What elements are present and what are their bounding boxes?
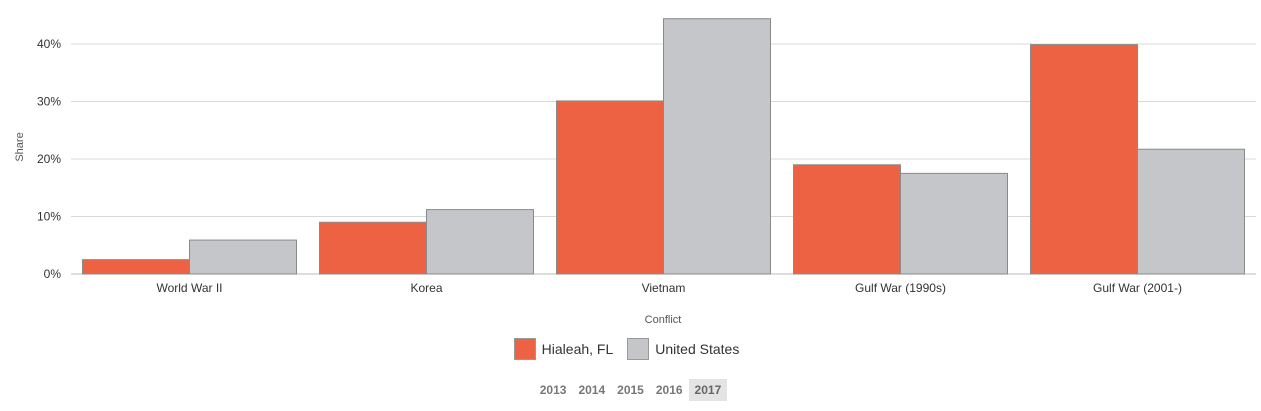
bar-hialeah[interactable]: [793, 164, 901, 275]
bar-united-states[interactable]: [426, 209, 534, 275]
bar-hialeah[interactable]: [319, 221, 427, 275]
x-tick-label: Gulf War (2001-): [1093, 281, 1182, 295]
bar-hialeah[interactable]: [82, 259, 190, 275]
legend-item-united-states[interactable]: United States: [627, 338, 747, 360]
x-tick-label: World War II: [156, 281, 222, 295]
legend-label-hialeah: Hialeah, FL: [541, 341, 614, 357]
legend-label-united-states: United States: [655, 341, 740, 357]
x-axis-ticks: World War II Korea Vietnam Gulf War (1990s)…: [156, 281, 1181, 295]
year-button-2017[interactable]: 2017: [688, 379, 728, 401]
x-tick-label: Vietnam: [642, 281, 686, 295]
y-axis-title: Share: [14, 132, 26, 161]
y-tick-label: 10%: [37, 210, 61, 224]
bar-hialeah[interactable]: [556, 100, 664, 275]
legend-swatch-hialeah: [513, 338, 536, 360]
y-axis-ticks: 0% 10% 20% 30% 40%: [37, 37, 61, 281]
year-selector: 2013 2014 2015 2016 2017: [0, 379, 1261, 401]
x-axis-title: Conflict: [645, 314, 682, 326]
y-tick-label: 40%: [37, 37, 61, 51]
bar-united-states[interactable]: [900, 172, 1008, 275]
year-button-2016[interactable]: 2016: [650, 379, 689, 401]
x-tick-label: Korea: [410, 281, 442, 295]
bars: [82, 18, 1245, 275]
x-tick-label: Gulf War (1990s): [855, 281, 946, 295]
bar-united-states[interactable]: [1137, 148, 1245, 275]
bar-hialeah[interactable]: [1030, 44, 1138, 275]
bar-united-states[interactable]: [189, 239, 297, 275]
y-tick-label: 30%: [37, 95, 61, 109]
legend: Hialeah, FL United States: [0, 338, 1261, 360]
y-tick-label: 0%: [44, 267, 62, 281]
bar-united-states[interactable]: [663, 18, 771, 275]
y-tick-label: 20%: [37, 152, 61, 166]
legend-item-hialeah[interactable]: Hialeah, FL: [513, 338, 622, 360]
legend-swatch-united-states: [627, 338, 650, 360]
year-button-2015[interactable]: 2015: [611, 379, 650, 401]
year-button-2013[interactable]: 2013: [534, 379, 573, 401]
bar-chart: 0% 10% 20% 30% 40% World War II Korea Vietnam G…: [14, 18, 1256, 326]
year-button-2014[interactable]: 2014: [572, 379, 611, 401]
